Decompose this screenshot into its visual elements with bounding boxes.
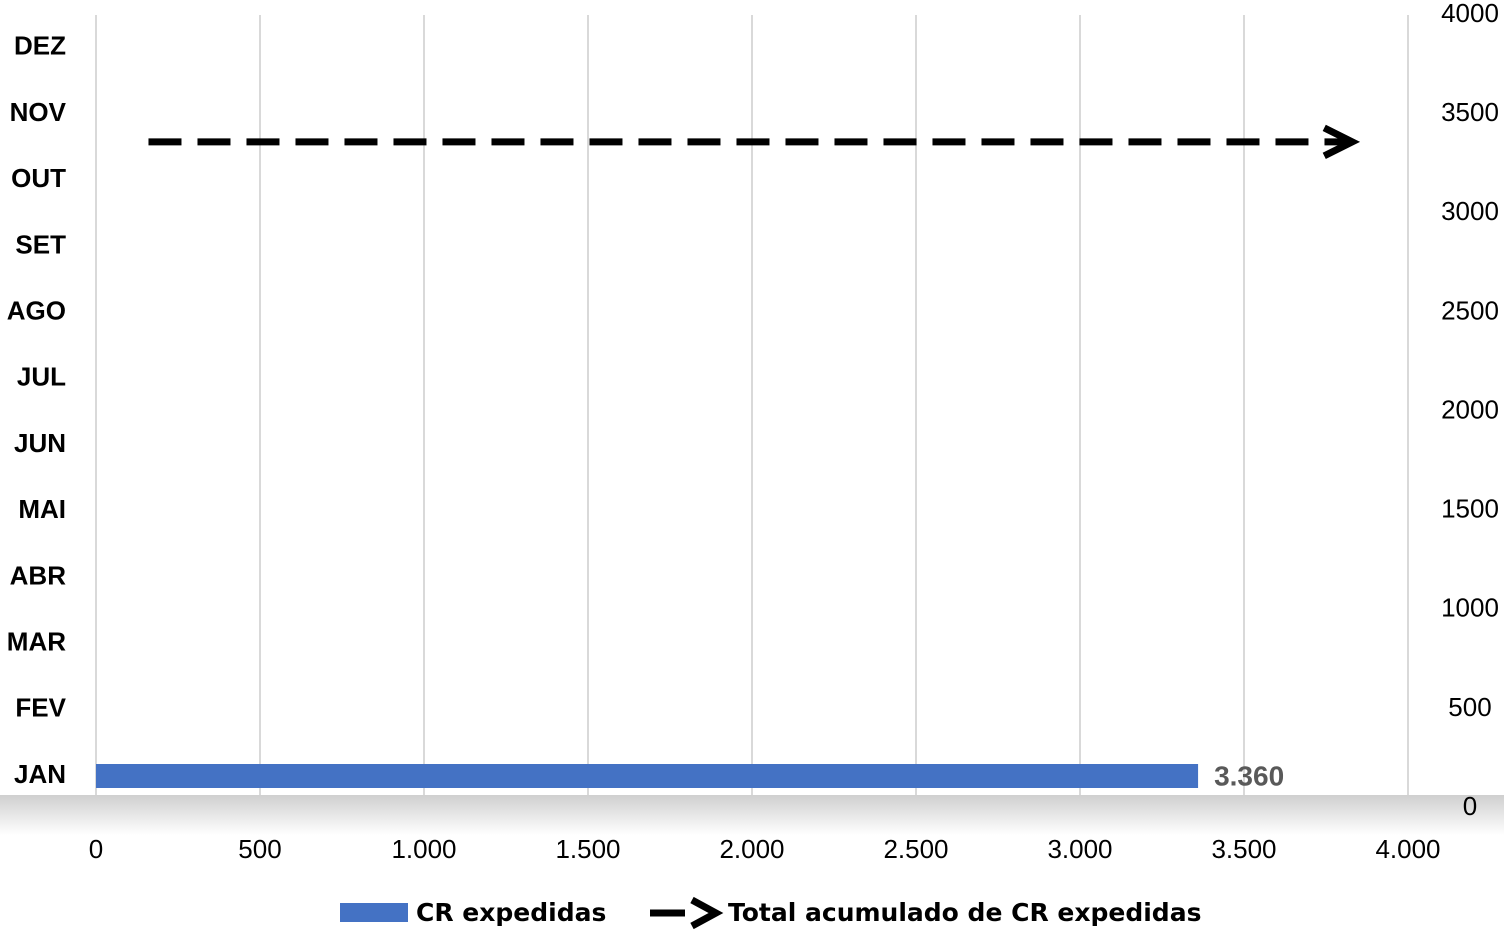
y-tick-label: JUN: [14, 428, 66, 458]
data-label: 3.360: [1214, 760, 1284, 791]
legend-label: Total acumulado de CR expedidas: [728, 898, 1201, 927]
y-tick-label: JAN: [14, 759, 66, 789]
y2-tick-label: 2000: [1441, 394, 1499, 424]
y2-tick-label: 1500: [1441, 494, 1499, 524]
arrow-head: [1322, 124, 1361, 160]
y2-tick-label: 0: [1463, 791, 1477, 821]
legend-label: CR expedidas: [416, 898, 606, 927]
axis-band: [0, 795, 1504, 835]
y2-tick-label: 500: [1448, 692, 1491, 722]
y-tick-label: FEV: [15, 693, 66, 723]
x-tick-label: 500: [238, 834, 281, 864]
x-tick-label: 4.000: [1375, 834, 1440, 864]
y2-tick-label: 4000: [1441, 0, 1499, 28]
y-tick-label: DEZ: [14, 31, 66, 61]
y-tick-label: JUL: [17, 362, 66, 392]
y2-tick-label: 3500: [1441, 97, 1499, 127]
x-tick-label: 1.500: [555, 834, 620, 864]
y-tick-label: AGO: [7, 295, 66, 325]
x-tick-label: 2.000: [719, 834, 784, 864]
y-tick-label: ABR: [10, 560, 67, 590]
y2-tick-label: 1000: [1441, 593, 1499, 623]
y2-tick-label: 2500: [1441, 295, 1499, 325]
x-tick-label: 1.000: [391, 834, 456, 864]
y-tick-label: MAR: [7, 626, 66, 656]
x-tick-label: 0: [89, 834, 103, 864]
legend-swatch: [690, 896, 724, 930]
x-tick-label: 3.000: [1047, 834, 1112, 864]
x-tick-label: 2.500: [883, 834, 948, 864]
y2-tick-label: 3000: [1441, 196, 1499, 226]
bar: [96, 764, 1199, 788]
y-tick-label: OUT: [11, 163, 66, 193]
y-tick-label: SET: [15, 229, 66, 259]
y-tick-label: NOV: [10, 97, 67, 127]
y-tick-label: MAI: [18, 494, 66, 524]
x-tick-label: 3.500: [1211, 834, 1276, 864]
legend-swatch: [340, 903, 408, 922]
